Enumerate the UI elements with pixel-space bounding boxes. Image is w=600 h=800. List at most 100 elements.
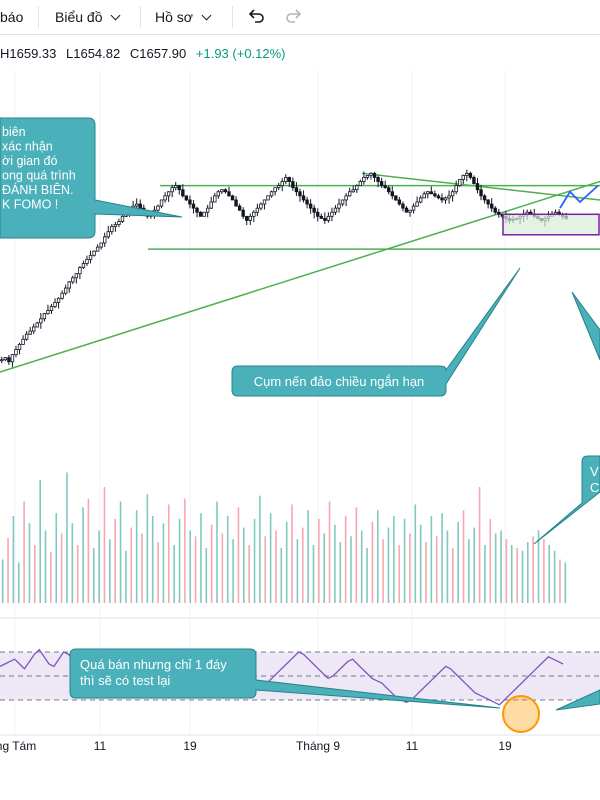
candle-body — [369, 172, 373, 176]
candle-body — [138, 203, 142, 209]
candle-body — [362, 177, 366, 182]
candle-body — [330, 211, 334, 217]
candle-body — [14, 349, 18, 356]
volume-bar — [119, 501, 122, 603]
candle-body — [276, 185, 281, 189]
candle-body — [56, 297, 61, 303]
candle-body — [475, 183, 480, 191]
volume-bar — [189, 530, 192, 603]
candle-body — [301, 195, 306, 201]
offscreen-callout-pointer — [555, 689, 600, 711]
toolbar-divider — [140, 6, 141, 28]
candle-body — [426, 191, 430, 195]
toolbar-divider — [38, 6, 39, 28]
volume-bar — [248, 545, 250, 603]
candle-body — [418, 197, 423, 203]
volume-bar — [200, 513, 202, 603]
candle-body — [71, 277, 75, 283]
volume-bar — [205, 547, 208, 603]
chart-menu-label: Biểu đồ — [55, 9, 103, 25]
candle-body — [85, 258, 89, 264]
profile-menu[interactable]: Hồ sơ — [155, 7, 212, 27]
candle-body — [237, 205, 242, 211]
x-tick-label: ng Tám — [0, 739, 36, 753]
candle-body — [159, 199, 164, 207]
candle-body — [39, 318, 43, 324]
candle-body — [269, 191, 274, 197]
candle-body — [3, 357, 8, 361]
volume-bar — [334, 524, 336, 603]
candle-body — [209, 201, 213, 209]
candle-body — [49, 306, 54, 311]
candle-body — [458, 179, 462, 187]
candle-body — [134, 203, 139, 207]
candle-body — [156, 205, 160, 211]
candle-body — [351, 189, 355, 193]
volume-bar — [135, 510, 138, 603]
volume-bar — [39, 479, 41, 603]
volume-bar — [296, 539, 299, 603]
volume-bar — [478, 487, 481, 603]
volume-bar — [17, 562, 20, 603]
volume-bar — [44, 530, 47, 603]
candle-body — [24, 333, 29, 340]
volume-bar — [167, 504, 170, 603]
candle-body — [411, 205, 416, 211]
volume-bar — [280, 547, 283, 603]
volume-bar — [382, 539, 384, 603]
volume-callout — [533, 455, 600, 545]
volume-bar — [312, 545, 315, 603]
rsi-callout — [69, 648, 501, 709]
candle-body — [273, 187, 277, 193]
candle-body — [316, 211, 320, 217]
ohlc-low: L1654.82 — [66, 46, 121, 61]
candle-body — [482, 195, 487, 201]
candle-body — [81, 263, 86, 268]
volume-bar — [50, 552, 52, 603]
candle-body — [305, 199, 309, 205]
reversal-callout-text-line: Cụm nến đảo chiều ngắn hạn — [254, 374, 425, 389]
candle-body — [465, 172, 469, 176]
candle-body — [21, 338, 25, 345]
candle-body — [248, 215, 252, 221]
volume-bar — [98, 530, 100, 603]
candle-body — [280, 181, 284, 187]
candle-body — [74, 273, 79, 279]
volume-bar — [350, 536, 352, 603]
volume-bar — [259, 495, 261, 603]
candle-body — [163, 195, 167, 201]
volume-bar — [446, 530, 449, 603]
chart-menu[interactable]: Biểu đồ — [55, 7, 121, 27]
candle-body — [298, 191, 302, 197]
alert-menu[interactable]: báo — [0, 7, 23, 27]
candle-body — [340, 199, 345, 205]
x-tick-label: 19 — [183, 739, 197, 753]
candle-body — [28, 330, 32, 335]
undo-button[interactable] — [246, 6, 266, 26]
candle-body — [103, 236, 107, 244]
candle-body — [450, 191, 455, 197]
candle-body — [454, 185, 458, 193]
volume-bar — [184, 498, 186, 603]
candle-body — [472, 177, 476, 184]
volume-bar — [232, 539, 234, 603]
candle-body — [262, 199, 267, 205]
candle-body — [479, 189, 483, 197]
volume-bar — [328, 501, 331, 603]
top-left-callout-text-line: ời gian đó — [2, 154, 58, 168]
volume-bar — [403, 518, 406, 603]
volume-bar — [521, 550, 524, 603]
volume-bar — [125, 550, 127, 603]
candle-body — [191, 203, 196, 209]
candle-body — [106, 231, 110, 238]
volume-bar — [323, 533, 325, 603]
candle-body — [379, 181, 384, 187]
volume-bar — [414, 504, 417, 603]
volume-bar — [264, 536, 267, 603]
volume-bar — [489, 518, 492, 603]
redo-button[interactable] — [284, 6, 304, 26]
volume-bar — [178, 518, 181, 603]
candle-body — [181, 189, 185, 197]
volume-bar — [291, 504, 293, 603]
